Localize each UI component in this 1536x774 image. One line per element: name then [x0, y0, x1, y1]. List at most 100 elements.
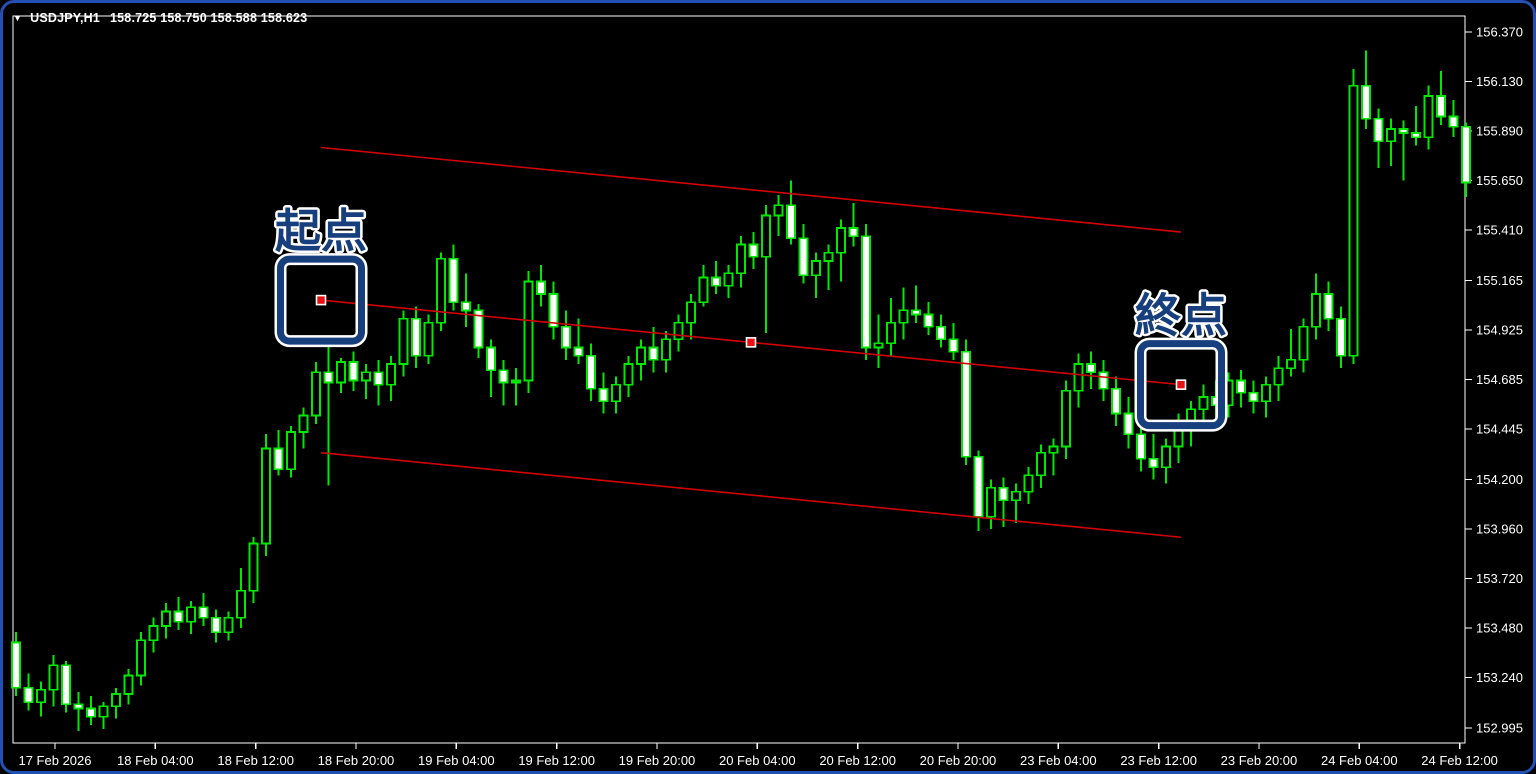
channel-lower-line[interactable]	[320, 451, 1182, 539]
time-label: 18 Feb 20:00	[318, 753, 395, 768]
candle-body-bull	[823, 251, 834, 262]
candle-body-bull	[36, 688, 46, 704]
candle-body-bear	[848, 227, 859, 238]
candle-body-bull	[236, 590, 246, 619]
candle-body-bull	[636, 346, 646, 365]
candle-body-bear	[798, 237, 809, 277]
time-label: 17 Feb 2026	[18, 753, 91, 768]
channel-handle-start[interactable]	[315, 294, 327, 306]
candle-body-bull	[1161, 445, 1171, 468]
candle-body-bear	[573, 346, 584, 357]
candle-body-bear	[973, 455, 984, 518]
candle-body-bear	[211, 616, 221, 633]
annotation-box[interactable]	[277, 255, 365, 345]
candle-body-bull	[136, 639, 146, 677]
chart-title-symbol: USDJPY,H1	[30, 11, 100, 25]
time-label: 20 Feb 20:00	[920, 753, 997, 768]
candle-body-bear	[936, 326, 946, 341]
candle-body-bear	[1123, 412, 1134, 435]
candle-body-bear	[1461, 126, 1471, 184]
candle-body-bull	[1286, 359, 1296, 369]
candle-body-bear	[173, 610, 184, 623]
time-label: 19 Feb 12:00	[518, 753, 595, 768]
candle-body-bear	[473, 309, 484, 349]
candle-body-bull	[286, 431, 296, 471]
candle-body-bull	[673, 321, 684, 341]
time-label: 23 Feb 20:00	[1221, 753, 1298, 768]
candle-body-bull	[898, 309, 909, 324]
candle-body-bull	[511, 379, 521, 384]
time-label: 24 Feb 04:00	[1321, 753, 1398, 768]
candle-body-bull	[111, 693, 121, 708]
price-label: 154.925	[1476, 322, 1523, 337]
time-label: 19 Feb 04:00	[418, 753, 495, 768]
candle-body-bear	[1361, 84, 1371, 120]
channel-handle-end[interactable]	[1175, 379, 1187, 390]
candle-body-bull	[1261, 383, 1271, 402]
candle-body-bear	[1248, 392, 1259, 402]
candle-body-bear	[1111, 387, 1121, 415]
candle-body-bear	[586, 354, 596, 390]
candle-body-bear	[1148, 458, 1159, 468]
annotation-start[interactable]: 起点	[273, 203, 370, 348]
candle-body-bear	[861, 235, 871, 349]
candle-body-bull	[1073, 363, 1084, 392]
candle-body-bear	[23, 686, 34, 704]
candle-body-bear	[86, 707, 96, 718]
candle-body-bear	[536, 280, 546, 295]
candle-body-bear	[1086, 363, 1096, 374]
candle-body-bear	[273, 447, 284, 471]
price-label: 156.130	[1476, 74, 1523, 89]
candle-body-bull	[123, 674, 134, 695]
candle-body-bear	[1373, 117, 1384, 143]
candle-body-bull	[261, 447, 271, 545]
candle-body-bull	[48, 664, 59, 691]
channel-handle-middle[interactable]	[745, 337, 757, 348]
candle-body-bear	[548, 293, 559, 328]
price-axis[interactable]: 156.370 156.130 155.890 155.650 155.410 155.1…	[1465, 25, 1523, 736]
candle-body-bear	[1136, 433, 1146, 460]
candle-body-bull	[1311, 293, 1321, 328]
channel-upper-line[interactable]	[320, 146, 1182, 233]
candle-body-bull	[611, 383, 621, 402]
candle-body-bull	[1023, 474, 1034, 493]
candle-body-bull	[161, 610, 171, 627]
price-label: 153.480	[1476, 620, 1523, 635]
time-axis[interactable]: 17 Feb 2026 18 Feb 04:00 18 Feb 12:00 18 Fe…	[18, 743, 1498, 768]
candle-body-bear	[486, 346, 496, 372]
price-label: 153.240	[1476, 670, 1523, 685]
time-label: 20 Feb 04:00	[719, 753, 796, 768]
chart-plot-area[interactable]: 156.370 156.130 155.890 155.650 155.410 155.1…	[3, 3, 1536, 774]
candle-body-bear	[1411, 132, 1421, 139]
candle-body-bear	[373, 371, 384, 386]
time-label: 24 Feb 12:00	[1421, 753, 1498, 768]
time-label: 20 Feb 12:00	[819, 753, 896, 768]
time-label: 19 Feb 20:00	[619, 753, 696, 768]
candle-body-bear	[998, 486, 1009, 501]
candle-body-bull	[886, 321, 896, 345]
equidistant-channel[interactable]	[315, 146, 1187, 539]
candle-body-bull	[386, 363, 396, 386]
candle-body-bull	[1036, 451, 1046, 477]
candle-body-bull	[1061, 389, 1071, 448]
candle-body-bear	[1448, 115, 1459, 128]
candle-body-bear	[61, 664, 71, 706]
annotation-box[interactable]	[1137, 340, 1225, 430]
candle-body-bull	[1348, 84, 1359, 357]
time-label: 23 Feb 04:00	[1020, 753, 1097, 768]
candlesticks	[11, 50, 1471, 732]
time-label: 23 Feb 12:00	[1120, 753, 1197, 768]
candle-body-bear	[1098, 371, 1109, 390]
candle-body-bull	[736, 243, 746, 275]
candle-body-bull	[436, 257, 446, 324]
candle-body-bear	[11, 641, 21, 689]
candle-body-bull	[773, 204, 784, 217]
candle-body-bull	[1048, 445, 1059, 454]
chart-title-quotes: 158.725 158.750 158.588 158.623	[110, 11, 308, 25]
price-label: 154.445	[1476, 421, 1523, 436]
candle-body-bull	[1298, 326, 1309, 361]
price-label: 155.890	[1476, 123, 1523, 138]
candle-body-bear	[561, 326, 571, 349]
symbol-dropdown-icon[interactable]: ▼	[13, 13, 23, 23]
annotation-end[interactable]: 終点	[1133, 287, 1230, 432]
